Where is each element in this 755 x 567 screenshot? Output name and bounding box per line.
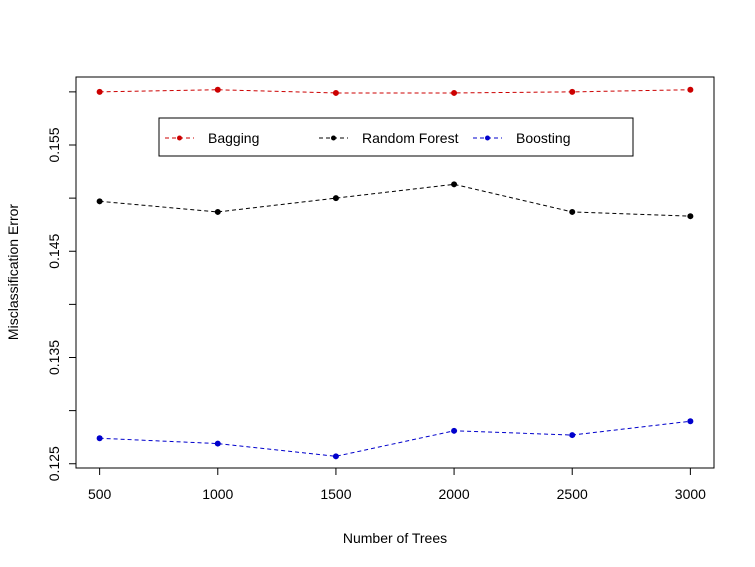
x-tick-label: 1000	[202, 486, 233, 502]
series-layer	[96, 86, 694, 460]
data-point-boosting	[332, 453, 339, 460]
x-axis-label: Number of Trees	[343, 530, 447, 546]
data-point-random-forest	[214, 208, 221, 215]
series-line-boosting	[99, 420, 691, 457]
data-point-boosting	[451, 427, 458, 434]
y-axis: 0.125 0.135 0.145 0.155	[46, 91, 77, 481]
data-point-bagging	[214, 86, 221, 93]
x-tick-label: 1500	[320, 486, 351, 502]
data-point-boosting	[687, 418, 694, 425]
data-point-random-forest	[96, 198, 103, 205]
data-point-bagging	[96, 88, 103, 95]
x-tick-label: 2000	[438, 486, 469, 502]
y-tick-label: 0.135	[46, 340, 62, 375]
x-tick-label: 500	[88, 486, 112, 502]
series-line-random-forest	[99, 183, 691, 217]
x-tick-label: 2500	[557, 486, 588, 502]
y-tick-label: 0.145	[46, 234, 62, 269]
data-point-boosting	[214, 440, 221, 447]
data-point-bagging	[451, 89, 458, 96]
data-point-bagging	[569, 88, 576, 95]
legend-marker-random-forest	[331, 135, 336, 141]
data-point-bagging	[332, 89, 339, 96]
y-axis-label: Misclassification Error	[5, 204, 21, 340]
data-point-random-forest	[687, 213, 694, 220]
x-axis: 500 1000 1500 2000 2500 3000	[88, 467, 706, 502]
legend-label-boosting: Boosting	[516, 130, 570, 146]
data-point-random-forest	[569, 208, 576, 215]
series-line-bagging	[99, 89, 691, 94]
legend-box	[158, 117, 634, 157]
y-tick-label: 0.155	[46, 127, 62, 162]
legend-label-random-forest: Random Forest	[362, 130, 459, 146]
data-point-bagging	[687, 86, 694, 93]
legend-label-bagging: Bagging	[208, 130, 259, 146]
data-point-boosting	[96, 435, 103, 442]
legend-marker-bagging	[177, 135, 182, 141]
legend-marker-boosting	[485, 135, 490, 141]
data-point-boosting	[569, 432, 576, 439]
data-point-random-forest	[332, 195, 339, 202]
y-tick-label: 0.125	[46, 446, 62, 481]
data-point-random-forest	[451, 181, 458, 188]
legend: Bagging Random Forest Boosting	[158, 117, 634, 157]
x-tick-label: 3000	[675, 486, 706, 502]
